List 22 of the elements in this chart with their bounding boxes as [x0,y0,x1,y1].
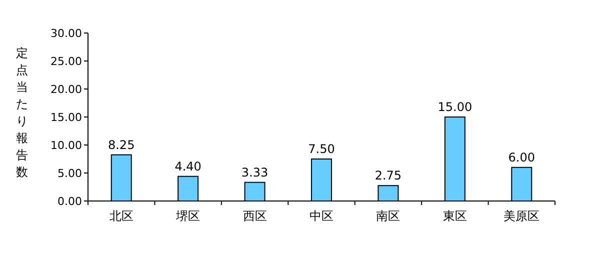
y-tick-label: 30.00 [50,27,82,40]
y-tick-label: 0.00 [58,195,82,208]
x-tick-label: 南区 [376,209,400,223]
y-tick-label: 25.00 [50,55,82,68]
x-tick-label: 美原区 [504,209,540,223]
x-tick-label: 堺区 [175,209,200,223]
data-label: 6.00 [508,150,535,164]
data-label: 15.00 [438,100,472,114]
data-label: 8.25 [108,138,135,152]
x-tick-label: 北区 [109,209,134,223]
y-tick-label: 20.00 [50,83,82,96]
x-tick-label: 西区 [242,209,267,223]
x-tick-label: 東区 [442,209,467,223]
data-label: 4.40 [174,159,202,174]
y-tick-label: 15.00 [50,111,82,124]
y-axis-title: 定点当たり報告数 [16,46,28,179]
data-label: 3.33 [241,165,268,180]
y-tick-label: 5.00 [58,167,82,180]
data-label: 7.50 [308,142,335,156]
y-tick-label: 10.00 [50,139,82,152]
x-tick-label: 中区 [310,209,334,223]
data-label: 2.75 [374,168,402,183]
